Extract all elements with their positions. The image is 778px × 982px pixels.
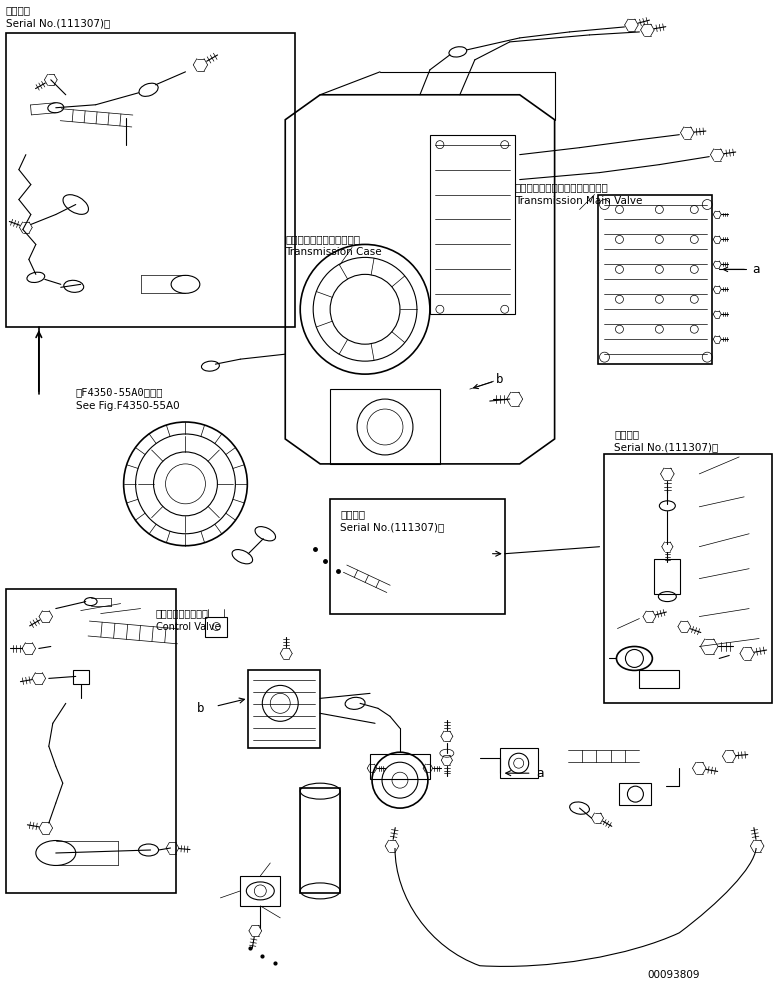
Text: Transmission Main Valve: Transmission Main Valve	[515, 195, 642, 205]
Bar	[205, 617, 227, 636]
Text: b: b	[197, 702, 204, 715]
Bar	[240, 876, 280, 905]
Bar	[605, 454, 772, 703]
Bar	[499, 748, 538, 778]
Text: Serial No.(111307)～: Serial No.(111307)～	[615, 442, 719, 452]
Bar	[619, 784, 651, 805]
Bar	[248, 671, 321, 748]
Bar	[370, 754, 430, 779]
Text: 適用号機: 適用号機	[615, 429, 640, 439]
Text: トランスミッションケース: トランスミッションケース	[286, 235, 360, 245]
Text: 適用号機: 適用号機	[340, 509, 365, 518]
Bar	[300, 789, 340, 893]
Text: 第F4350-55A0図参照: 第F4350-55A0図参照	[75, 387, 163, 397]
Text: コントロールバルブ: コントロールバルブ	[156, 609, 209, 619]
Bar	[330, 389, 440, 464]
Text: See Fig.F4350-55A0: See Fig.F4350-55A0	[75, 401, 180, 411]
Text: Serial No.(111307)～: Serial No.(111307)～	[6, 18, 110, 27]
Text: a: a	[752, 263, 760, 276]
Bar	[654, 559, 680, 593]
Text: Serial No.(111307)～: Serial No.(111307)～	[340, 521, 444, 532]
Text: Control Valve: Control Valve	[156, 622, 220, 631]
Text: トランスミッションメインバルブ: トランスミッションメインバルブ	[515, 183, 608, 192]
Bar	[72, 671, 89, 684]
Bar	[640, 671, 679, 688]
Text: 00093809: 00093809	[647, 969, 700, 980]
Bar	[430, 135, 515, 314]
Bar	[330, 499, 505, 614]
Text: b: b	[496, 372, 503, 386]
Text: a: a	[536, 767, 543, 780]
Text: Transmission Case: Transmission Case	[286, 247, 382, 257]
Text: 適用号機: 適用号機	[6, 5, 31, 15]
Bar	[6, 588, 176, 893]
Bar	[598, 194, 712, 364]
Bar	[6, 33, 295, 327]
